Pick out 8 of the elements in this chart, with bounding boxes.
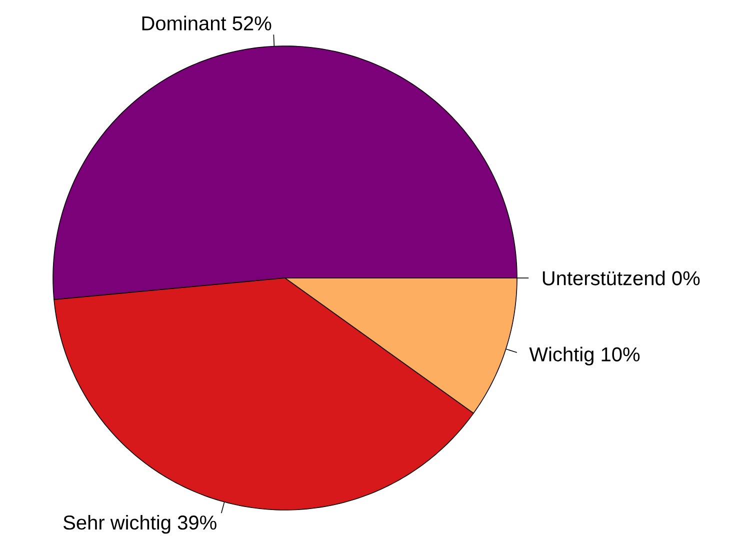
data-label: 10% <box>602 347 640 362</box>
data-label: 52% <box>232 16 272 30</box>
data-label: 39% <box>178 516 216 530</box>
slice-label: Dominant <box>142 16 226 30</box>
slice-label: Sehr wichtig <box>64 514 170 534</box>
text: 0% <box>672 271 700 286</box>
legend-label: Unterstützend <box>542 270 665 286</box>
slice-label: Wichtig <box>529 346 594 366</box>
